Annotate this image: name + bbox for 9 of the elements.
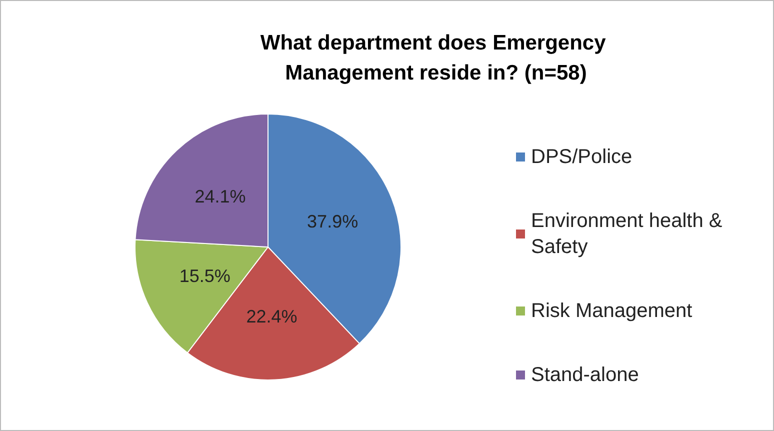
data-label: 37.9% [307, 211, 358, 232]
chart-title: What department does Emergency Management reside in? (n=58) [260, 32, 612, 84]
legend-label: Risk Management [531, 300, 693, 322]
data-label: 24.1% [194, 186, 246, 207]
legend-label: Stand-alone [531, 364, 639, 386]
legend-label: DPS/Police [531, 146, 632, 168]
data-label: 15.5% [179, 266, 230, 286]
data-label: 22.4% [246, 306, 298, 326]
legend-label: Environment health & Safety [531, 210, 728, 258]
